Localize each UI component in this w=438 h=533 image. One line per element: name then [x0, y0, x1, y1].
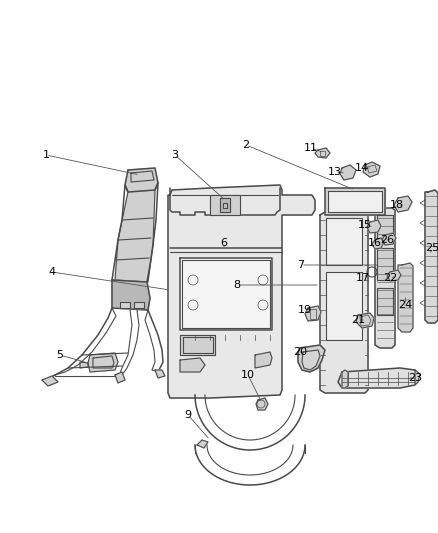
Polygon shape — [120, 302, 130, 308]
Polygon shape — [377, 215, 393, 240]
Polygon shape — [155, 370, 165, 378]
Polygon shape — [305, 306, 321, 321]
Text: 20: 20 — [293, 347, 307, 357]
Polygon shape — [325, 188, 385, 215]
Polygon shape — [342, 370, 348, 388]
Text: 9: 9 — [184, 410, 191, 420]
Polygon shape — [425, 190, 438, 323]
Polygon shape — [320, 212, 368, 393]
Polygon shape — [168, 185, 315, 398]
Text: 1: 1 — [42, 150, 49, 160]
Polygon shape — [338, 368, 418, 388]
Text: 16: 16 — [368, 238, 382, 248]
Polygon shape — [180, 258, 272, 330]
Text: 7: 7 — [297, 260, 304, 270]
Polygon shape — [340, 165, 356, 180]
Polygon shape — [326, 272, 362, 340]
Polygon shape — [375, 208, 395, 348]
Polygon shape — [88, 353, 118, 372]
Text: 17: 17 — [356, 273, 370, 283]
Polygon shape — [377, 248, 393, 280]
Polygon shape — [356, 313, 374, 328]
Text: 3: 3 — [172, 150, 179, 160]
Polygon shape — [328, 191, 382, 212]
Polygon shape — [372, 238, 384, 249]
Polygon shape — [112, 280, 150, 310]
Polygon shape — [298, 345, 325, 372]
Text: 25: 25 — [425, 243, 438, 253]
Polygon shape — [398, 263, 413, 332]
Text: 6: 6 — [220, 238, 227, 248]
Polygon shape — [220, 198, 230, 212]
Text: 15: 15 — [358, 220, 372, 230]
Text: 10: 10 — [241, 370, 255, 380]
Polygon shape — [382, 233, 396, 245]
Polygon shape — [197, 440, 208, 448]
Polygon shape — [42, 376, 58, 386]
Text: 13: 13 — [328, 167, 342, 177]
Text: 8: 8 — [233, 280, 240, 290]
Text: 14: 14 — [355, 163, 369, 173]
Text: 2: 2 — [243, 140, 250, 150]
Polygon shape — [367, 220, 381, 233]
Polygon shape — [377, 288, 393, 315]
Text: 23: 23 — [408, 373, 422, 383]
Text: 24: 24 — [398, 300, 412, 310]
Text: 21: 21 — [351, 315, 365, 325]
Text: 5: 5 — [57, 350, 64, 360]
Polygon shape — [256, 398, 268, 410]
Text: 4: 4 — [49, 267, 56, 277]
Polygon shape — [80, 362, 88, 368]
Polygon shape — [363, 162, 380, 177]
Polygon shape — [387, 270, 401, 281]
Text: 19: 19 — [298, 305, 312, 315]
Text: 26: 26 — [380, 235, 394, 245]
Polygon shape — [255, 352, 272, 368]
Polygon shape — [180, 335, 215, 355]
Polygon shape — [115, 190, 155, 282]
Polygon shape — [210, 195, 240, 215]
Polygon shape — [415, 370, 420, 385]
Polygon shape — [125, 168, 158, 192]
Polygon shape — [223, 203, 227, 208]
Text: 22: 22 — [383, 273, 397, 283]
Polygon shape — [394, 196, 412, 212]
Polygon shape — [115, 372, 125, 383]
Polygon shape — [180, 358, 205, 372]
Text: 18: 18 — [390, 200, 404, 210]
Text: 11: 11 — [304, 143, 318, 153]
Polygon shape — [315, 148, 330, 158]
Polygon shape — [326, 218, 362, 265]
Polygon shape — [134, 302, 144, 308]
Polygon shape — [302, 350, 320, 370]
